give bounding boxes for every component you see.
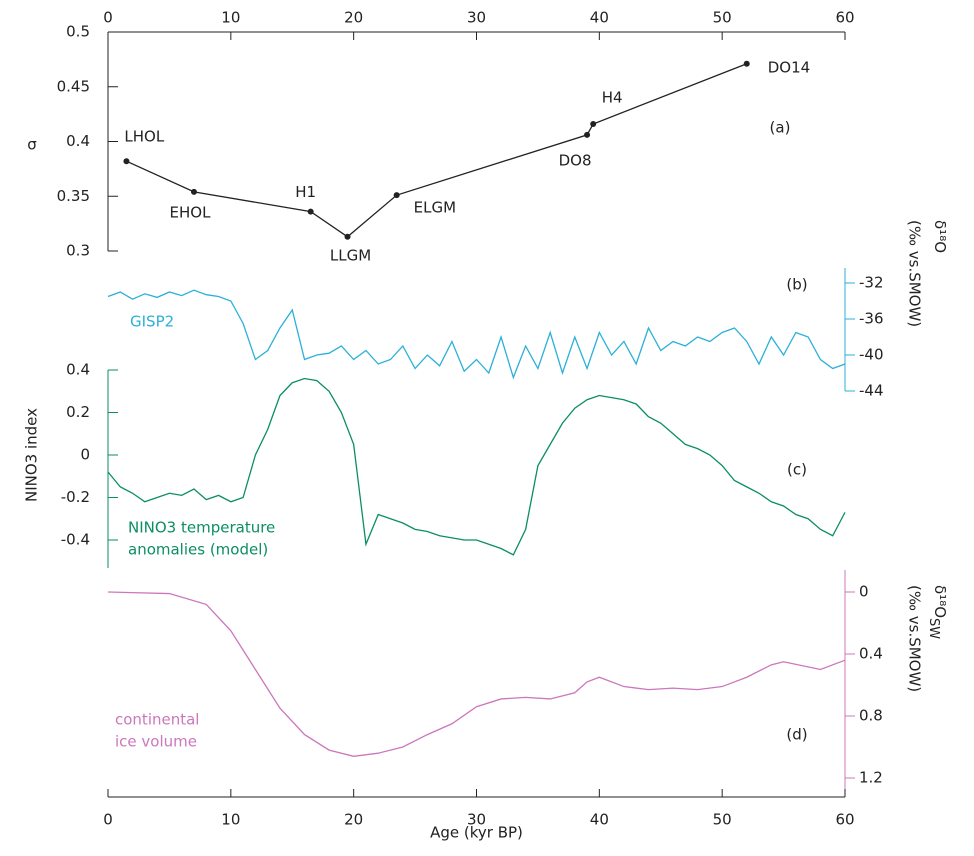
y-tick-label: -0.4 (61, 531, 90, 549)
series-label: anomalies (model) (128, 541, 268, 559)
x-tick-label: 10 (221, 9, 240, 27)
data-point (743, 60, 750, 67)
y-axis-label: δ¹⁸OSW (927, 585, 950, 639)
point-label: ELGM (414, 199, 456, 217)
x-tick-label: 50 (713, 811, 732, 829)
y-tick-label: 0.4 (859, 645, 883, 663)
data-point (393, 192, 400, 199)
y-axis-label-subscript: SW (927, 618, 942, 639)
y-tick-label: 0.45 (57, 77, 90, 95)
series-label: ice volume (115, 733, 197, 751)
y-tick-label: 0.35 (57, 187, 90, 205)
panel-label: (d) (786, 726, 807, 744)
y-axis-units: (‰ vs.SMOW) (906, 220, 924, 327)
series-label: NINO3 temperature (128, 519, 275, 537)
x-tick-label: 20 (344, 9, 363, 27)
y-tick-label: 0.8 (859, 707, 883, 725)
y-axis-label-main: δ¹⁸O (932, 585, 950, 618)
x-tick-label: 30 (467, 9, 486, 27)
point-label: H4 (602, 88, 623, 106)
y-tick-label: 0.4 (66, 361, 90, 379)
y-tick-label: 0 (859, 583, 869, 601)
x-tick-label: 40 (590, 811, 609, 829)
data-point (584, 131, 591, 138)
x-tick-label: 40 (590, 9, 609, 27)
x-tick-label: 60 (835, 9, 854, 27)
data-point (190, 188, 197, 195)
y-tick-label: -0.2 (61, 488, 90, 506)
x-axis-label: Age (kyr BP) (430, 824, 523, 842)
x-tick-label: 0 (103, 9, 113, 27)
y-tick-label: 0.4 (66, 132, 90, 150)
y-axis-label: NINO3 index (23, 408, 41, 502)
panel-label: (a) (770, 119, 791, 137)
data-point (307, 208, 314, 215)
y-axis-label-main: δ¹⁸O (932, 220, 950, 253)
data-line (107, 377, 846, 556)
x-tick-label: 30 (467, 811, 486, 829)
x-tick-label: 50 (713, 9, 732, 27)
y-tick-label: -44 (859, 382, 884, 400)
x-tick-label: 60 (835, 811, 854, 829)
point-label: H1 (295, 183, 316, 201)
y-tick-label: 1.2 (859, 769, 883, 787)
x-tick-label: 20 (344, 811, 363, 829)
y-axis-label-group: δ¹⁸OSW(‰ vs.SMOW) (906, 585, 950, 692)
y-axis-label: σ (27, 136, 37, 154)
data-line (107, 289, 846, 380)
point-label: LHOL (124, 128, 164, 146)
panel-label: (b) (786, 276, 807, 294)
y-axis-label: δ¹⁸O (932, 220, 950, 253)
point-label: DO8 (559, 151, 592, 169)
y-tick-label: 0.3 (66, 242, 90, 260)
point-label: EHOL (170, 203, 212, 221)
y-tick-label: -32 (859, 274, 884, 292)
data-point (590, 120, 597, 127)
y-axis-label-group: δ¹⁸O (‰ vs.SMOW) (906, 220, 950, 327)
y-tick-label: -40 (859, 346, 884, 364)
y-tick-label: -36 (859, 310, 884, 328)
data-line (107, 591, 846, 757)
x-tick-label: 10 (221, 811, 240, 829)
data-point (123, 158, 130, 165)
panel-label: (c) (787, 461, 807, 479)
y-axis-units: (‰ vs.SMOW) (906, 585, 924, 692)
data-point (344, 233, 351, 240)
series-label: continental (115, 711, 199, 729)
y-tick-label: 0.2 (66, 403, 90, 421)
y-tick-label: 0.5 (66, 23, 90, 41)
y-tick-label: 0 (80, 446, 90, 464)
series-label: GISP2 (130, 313, 174, 331)
point-label: DO14 (768, 58, 810, 76)
x-tick-label: 0 (103, 811, 113, 829)
point-label: LLGM (330, 246, 371, 264)
